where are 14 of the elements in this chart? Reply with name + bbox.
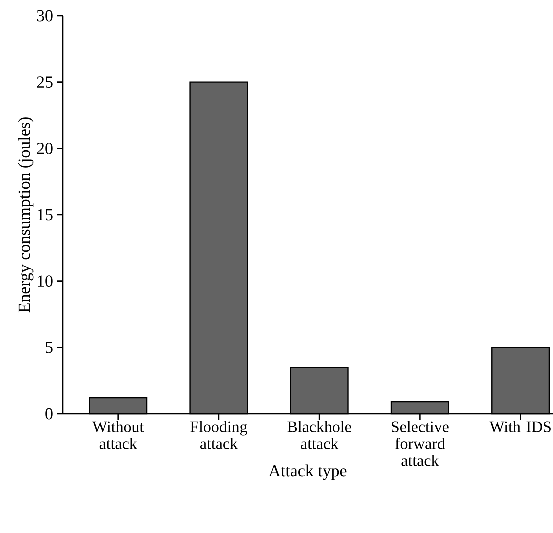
y-tick-label: 5 <box>46 342 53 354</box>
y-tick-label: 25 <box>37 76 53 88</box>
y-tick-label: 10 <box>38 276 53 288</box>
x-tick-label: Without attack <box>92 421 144 450</box>
y-tick-label: 0 <box>46 408 53 420</box>
y-tick-label: 30 <box>37 10 53 22</box>
y-tick-label: 15 <box>38 209 53 221</box>
y-axis-title: Energy consumption (joules) <box>18 118 34 313</box>
y-tick-label: 20 <box>37 142 53 154</box>
x-tick-label: Blackhole attack <box>288 421 352 450</box>
x-tick-label: Flooding attack <box>190 421 248 450</box>
x-tick-label: Selective forward attack <box>392 421 449 466</box>
x-tick-label: With IDS <box>490 421 551 432</box>
x-axis-title: Attack type <box>268 464 347 480</box>
